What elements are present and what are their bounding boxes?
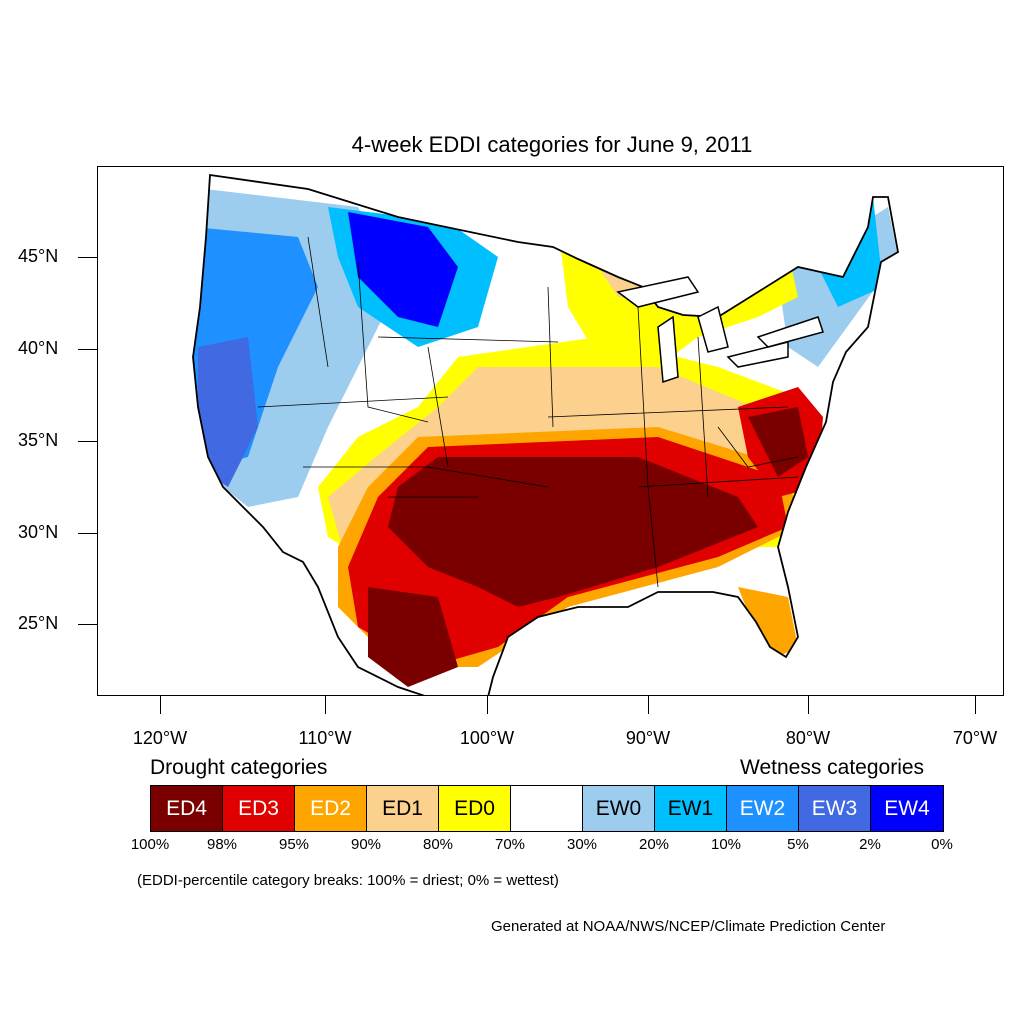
drought-categories-title: Drought categories <box>150 756 328 779</box>
lat-tick <box>78 257 97 258</box>
legend-box-ew2: EW2 <box>727 786 799 831</box>
conus-map-svg <box>192 174 899 695</box>
lat-label-45: 45°N <box>18 246 59 266</box>
percentile-break-label: 2% <box>859 836 881 853</box>
legend-box-ew4: EW4 <box>871 786 943 831</box>
percentile-break-label: 70% <box>494 836 526 853</box>
lon-label-90: 90°W <box>625 728 671 748</box>
map-title: 4-week EDDI categories for June 9, 2011 <box>351 132 753 157</box>
lat-label-40: 40°N <box>18 338 59 358</box>
percentile-break-label: 30% <box>566 836 598 853</box>
legend-box-ew1: EW1 <box>655 786 727 831</box>
percentile-break-label: 90% <box>350 836 382 853</box>
lat-label-25: 25°N <box>18 613 59 633</box>
lat-label-30: 30°N <box>18 522 59 542</box>
lat-tick <box>78 349 97 350</box>
legend-box-ed2: ED2 <box>295 786 367 831</box>
credit-line: Generated at NOAA/NWS/NCEP/Climate Predi… <box>491 918 886 935</box>
eddi-map <box>97 166 1004 696</box>
lat-tick <box>78 624 97 625</box>
percentile-break-label: 0% <box>931 836 953 853</box>
legend-box-ed4: ED4 <box>151 786 223 831</box>
percentile-break-label: 5% <box>787 836 809 853</box>
state-borders <box>257 236 799 588</box>
percentile-break-label: 95% <box>278 836 310 853</box>
lon-tick <box>160 696 161 714</box>
percentile-break-label: 80% <box>422 836 454 853</box>
legend-box-ew3: EW3 <box>799 786 871 831</box>
percentile-break-label: 20% <box>638 836 670 853</box>
lon-tick <box>648 696 649 714</box>
legend-box-ed1: ED1 <box>367 786 439 831</box>
percentile-break-label: 98% <box>206 836 238 853</box>
percentile-break-label: 100% <box>130 836 170 853</box>
lon-label-120: 120°W <box>132 728 188 748</box>
lon-tick <box>487 696 488 714</box>
lon-label-110: 110°W <box>298 728 352 748</box>
lon-tick <box>325 696 326 714</box>
lon-label-70: 70°W <box>952 728 998 748</box>
legend-box-ed0: ED0 <box>439 786 511 831</box>
lon-tick <box>808 696 809 714</box>
lon-tick <box>975 696 976 714</box>
percentile-break-label: 10% <box>710 836 742 853</box>
category-breaks-note: (EDDI-percentile category breaks: 100% =… <box>137 872 559 889</box>
great-lakes <box>616 276 824 384</box>
lon-label-80: 80°W <box>785 728 831 748</box>
lat-label-35: 35°N <box>18 430 59 450</box>
legend-box-neutral <box>511 786 583 831</box>
legend-box-ed3: ED3 <box>223 786 295 831</box>
lon-label-100: 100°W <box>459 728 515 748</box>
wetness-categories-title: Wetness categories <box>740 756 925 779</box>
lat-tick <box>78 533 97 534</box>
legend-box-ew0: EW0 <box>583 786 655 831</box>
category-legend: ED4 ED3 ED2 ED1 ED0 EW0 EW1 EW2 EW3 EW4 <box>150 785 944 832</box>
lat-tick <box>78 441 97 442</box>
